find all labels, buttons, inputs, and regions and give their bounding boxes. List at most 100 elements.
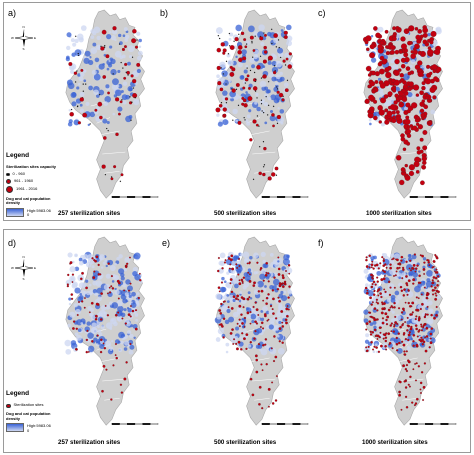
- sterilization-site: [277, 296, 280, 299]
- sterilization-site: [235, 83, 240, 87]
- sterilization-site: [380, 278, 384, 282]
- sterilization-site: [263, 146, 267, 151]
- sterilization-site: [421, 99, 426, 103]
- sterilization-site: [126, 70, 130, 75]
- density-patch: [110, 35, 116, 41]
- sterilization-site: [407, 360, 411, 364]
- density-patch: [279, 76, 285, 82]
- sterilization-site: [420, 371, 424, 374]
- sterilization-site: [249, 35, 254, 40]
- sterilization-site: [375, 298, 379, 301]
- sterilization-site: [369, 44, 375, 50]
- density-patch: [123, 27, 128, 32]
- sterilization-site: [254, 90, 257, 92]
- density-patch: [400, 272, 407, 278]
- sterilization-site: [82, 83, 84, 85]
- sterilization-site: [219, 312, 223, 315]
- sterilization-site: [236, 266, 239, 269]
- density-patch: [82, 321, 86, 325]
- density-patch: [95, 280, 103, 287]
- sterilization-site: [412, 368, 415, 371]
- density-patch: [109, 317, 117, 325]
- sterilization-site: [242, 306, 245, 309]
- sterilization-site: [402, 343, 406, 347]
- density-patch: [222, 95, 225, 99]
- sterilization-site: [259, 268, 262, 271]
- sterilization-site: [405, 369, 409, 373]
- sterilization-site: [407, 301, 410, 305]
- sterilization-site: [249, 322, 252, 325]
- density-patch: [118, 254, 123, 259]
- sterilization-site: [235, 263, 238, 266]
- sterilization-site: [405, 66, 411, 71]
- sterilization-site: [414, 27, 419, 31]
- sterilization-site: [233, 40, 235, 42]
- density-patch: [93, 89, 99, 96]
- density-patch: [263, 263, 269, 269]
- sterilization-site: [415, 296, 418, 299]
- density-patch: [276, 311, 282, 318]
- sterilization-site: [69, 112, 74, 117]
- region-map-d: [64, 236, 159, 426]
- sterilization-site: [225, 83, 227, 85]
- density-patch: [278, 293, 284, 299]
- density-patch: [81, 282, 87, 288]
- sterilization-site: [416, 146, 421, 151]
- sterilization-site: [400, 167, 406, 172]
- sterilization-site: [368, 94, 375, 101]
- sterilization-site: [234, 37, 239, 42]
- density-patch: [68, 108, 72, 112]
- sterilization-site: [258, 403, 261, 406]
- sterilization-site: [423, 286, 426, 289]
- sterilization-site: [395, 25, 400, 30]
- density-patch: [224, 319, 230, 325]
- sterilization-site: [129, 342, 132, 346]
- density-patch: [366, 276, 372, 282]
- sterilization-site: [121, 99, 123, 101]
- density-patch: [66, 45, 71, 51]
- sterilization-site: [420, 112, 425, 118]
- sterilization-site: [124, 322, 127, 325]
- density-patch: [428, 300, 433, 306]
- density-patch: [262, 65, 266, 69]
- sterilization-site: [402, 80, 407, 85]
- density-patch: [85, 261, 92, 268]
- sterilization-site: [423, 104, 429, 110]
- sterilization-site: [230, 290, 234, 294]
- sterilization-site: [267, 104, 270, 107]
- sterilization-site: [369, 81, 376, 87]
- density-patch: [277, 47, 284, 54]
- density-patch: [79, 72, 85, 77]
- density-patch: [258, 24, 265, 31]
- sterilization-site: [376, 280, 379, 283]
- density-patch: [98, 63, 105, 70]
- density-patch: [137, 50, 143, 56]
- sterilization-site: [110, 176, 113, 178]
- density-patch: [240, 252, 244, 257]
- density-patch: [113, 274, 120, 281]
- density-patch: [273, 97, 280, 104]
- scale-bar: [409, 196, 457, 198]
- sterilization-site: [379, 40, 385, 45]
- sterilization-site: [408, 164, 416, 171]
- density-patch: [129, 344, 135, 350]
- sterilization-site: [424, 42, 430, 47]
- density-patch: [264, 344, 270, 350]
- sterilization-site: [370, 303, 373, 306]
- sterilization-site: [232, 119, 234, 121]
- sterilization-site: [401, 340, 404, 343]
- sterilization-site: [254, 35, 256, 37]
- sterilization-site: [434, 254, 437, 257]
- density-patch: [117, 340, 121, 344]
- density-patch: [129, 77, 133, 81]
- sterilization-site: [271, 308, 274, 311]
- sterilization-site: [406, 284, 409, 287]
- sterilization-site: [80, 68, 84, 72]
- caption-panel-f: 1000 sterilization sites: [362, 439, 428, 446]
- sterilization-site: [417, 330, 420, 333]
- sterilization-site: [237, 45, 243, 50]
- density-patch: [234, 336, 238, 340]
- sterilization-site: [416, 150, 422, 155]
- sterilization-site: [95, 255, 99, 259]
- density-patch: [271, 60, 277, 67]
